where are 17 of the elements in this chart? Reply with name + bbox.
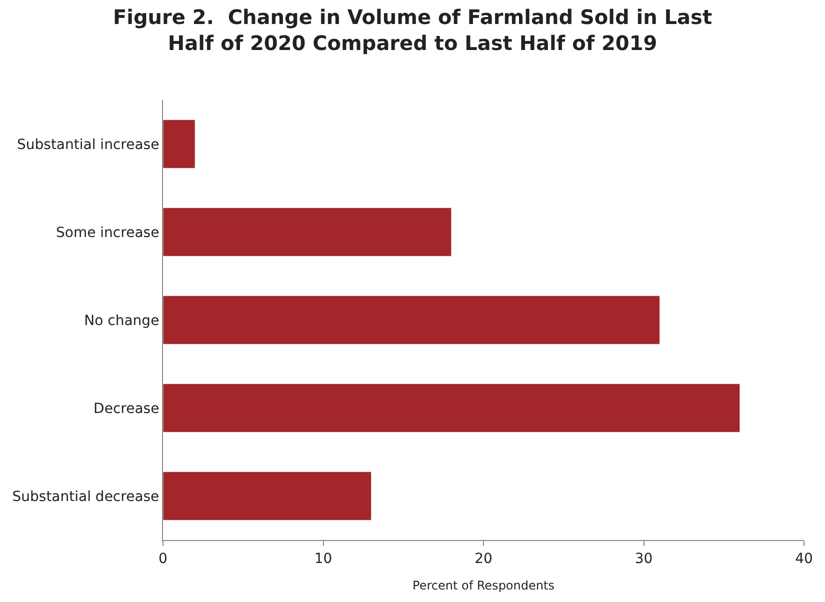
bar (163, 296, 660, 344)
x-tick-label: 0 (158, 550, 168, 567)
x-tick-label: 30 (634, 550, 653, 567)
x-tick-label: 20 (474, 550, 492, 567)
bar (163, 120, 196, 168)
chart-title: Figure 2. Change in Volume of Farmland Sold in Last Half of 2020 Compared to Last Half of 2019 (112, 5, 712, 56)
y-tick-label: Substantial increase (17, 136, 160, 153)
x-tick-label: 10 (314, 550, 332, 567)
y-tick-label: Substantial decrease (12, 488, 160, 505)
x-axis-title: Percent of Respondents (412, 578, 554, 593)
bar (163, 384, 740, 432)
bar (163, 472, 372, 520)
y-tick-label: Decrease (94, 400, 160, 417)
y-tick-label: No change (84, 312, 160, 329)
x-tick-label: 40 (795, 550, 813, 567)
bar (163, 208, 452, 256)
y-tick-label: Some increase (56, 224, 160, 241)
